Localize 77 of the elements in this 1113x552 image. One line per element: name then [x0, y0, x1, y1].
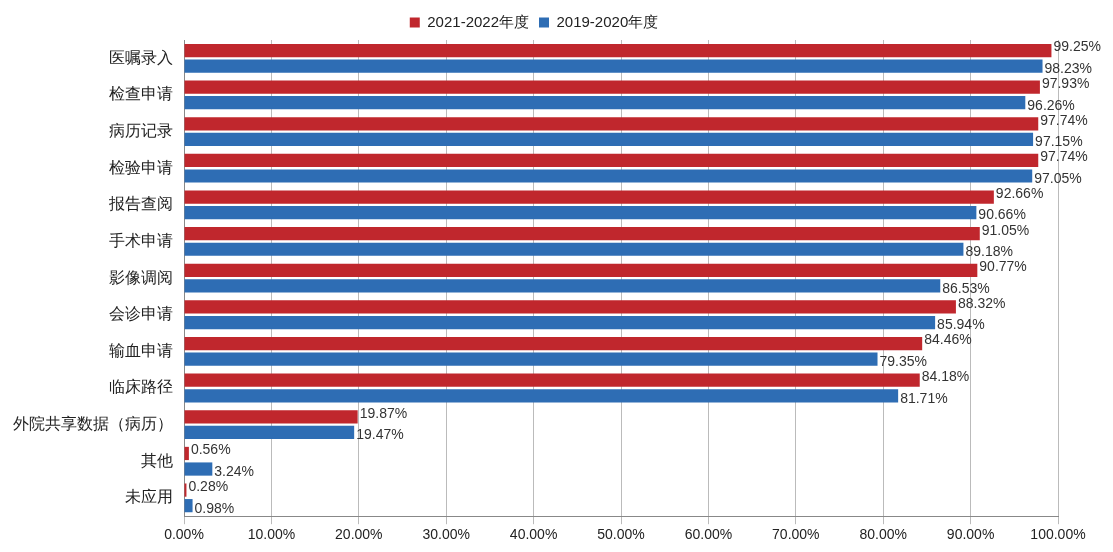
bar: [184, 59, 1043, 73]
y-tick-label: 其他: [141, 451, 173, 469]
x-tick-label: 10.00%: [247, 526, 296, 543]
bar: [184, 389, 899, 403]
bar: [184, 242, 964, 256]
y-tick-label: 检查申请: [109, 85, 173, 103]
data-label: 0.56%: [190, 441, 231, 458]
data-label: 90.66%: [978, 206, 1026, 223]
data-label: 88.32%: [957, 294, 1006, 311]
bar: [184, 227, 980, 241]
y-tick-label: 输血申请: [109, 341, 173, 359]
bar: [184, 499, 193, 513]
bar: [184, 263, 978, 277]
x-tick-label: 50.00%: [597, 526, 645, 543]
bar: [184, 43, 1052, 58]
data-label: 3.24%: [214, 462, 255, 479]
x-tick-label: 70.00%: [772, 526, 820, 543]
bar: [184, 315, 936, 330]
bar: [184, 410, 358, 424]
data-label: 84.46%: [924, 331, 972, 348]
data-label: 98.23%: [1044, 59, 1093, 76]
bar: [184, 190, 994, 204]
y-tick-label: 检验申请: [109, 158, 173, 176]
data-label: 19.47%: [356, 426, 404, 443]
bar: [184, 80, 1040, 94]
data-label: 90.77%: [979, 258, 1027, 275]
bar: [184, 425, 355, 440]
data-label: 91.05%: [981, 221, 1030, 238]
y-tick-label: 医嘱录入: [109, 48, 173, 66]
x-tick-label: 60.00%: [684, 526, 733, 543]
y-tick-label: 病历记录: [109, 121, 173, 139]
bar: [184, 206, 977, 220]
x-tick-label: 100.00%: [1030, 526, 1086, 543]
data-label: 97.74%: [1040, 148, 1088, 165]
y-tick-label: 影像调阅: [109, 268, 173, 286]
y-tick-label: 外院共享数据（病历）: [13, 415, 173, 433]
data-label: 97.93%: [1041, 75, 1090, 92]
data-label: 97.15%: [1035, 133, 1083, 150]
bar: [184, 446, 189, 461]
bar: [184, 300, 956, 314]
data-label: 97.74%: [1040, 111, 1088, 128]
x-tick-label: 30.00%: [422, 526, 470, 543]
x-tick-label: 40.00%: [509, 526, 558, 543]
y-tick-label: 报告查阅: [108, 195, 173, 213]
y-tick-label: 临床路径: [109, 378, 173, 396]
bar: [184, 96, 1026, 110]
data-label: 0.98%: [194, 499, 235, 516]
data-label: 81.71%: [900, 389, 948, 406]
x-tick-label: 80.00%: [859, 526, 907, 543]
data-label: 85.94%: [937, 316, 985, 333]
bar: [184, 279, 941, 293]
data-label: 89.18%: [965, 243, 1013, 260]
bar: [184, 169, 1033, 183]
bar: [184, 117, 1039, 131]
bar: [184, 462, 213, 476]
data-label: 99.25%: [1053, 38, 1101, 55]
y-tick-label: 会诊申请: [109, 305, 173, 323]
data-label: 86.53%: [942, 279, 990, 296]
bar: [184, 132, 1034, 146]
data-label: 84.18%: [921, 368, 970, 385]
bar: [184, 373, 920, 387]
y-tick-label: 手术申请: [109, 231, 173, 249]
legend-label: 2019-2020年度: [556, 12, 659, 30]
data-label: 96.26%: [1027, 96, 1075, 113]
x-tick-label: 90.00%: [946, 526, 995, 543]
y-tick-label: 未应用: [125, 488, 173, 506]
data-label: 97.05%: [1034, 169, 1082, 186]
data-label: 0.28%: [188, 477, 229, 494]
data-label: 19.87%: [359, 404, 408, 421]
x-tick-label: 20.00%: [335, 526, 383, 543]
bar: [184, 336, 923, 351]
bar: [184, 352, 878, 366]
legend-label: 2021-2022年度: [427, 12, 529, 30]
data-label: 79.35%: [879, 353, 927, 369]
data-label: 92.66%: [995, 184, 1044, 201]
x-tick-label: 0.00%: [164, 526, 204, 543]
bar: [184, 153, 1039, 168]
